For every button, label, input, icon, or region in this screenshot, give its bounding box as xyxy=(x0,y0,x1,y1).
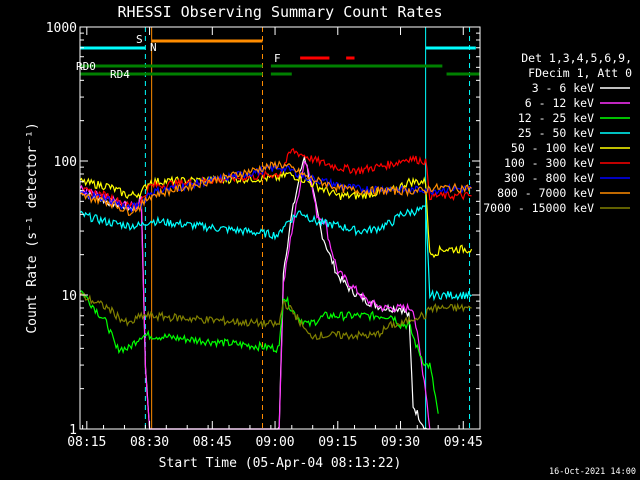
legend-label-3: 25 - 50 keV xyxy=(518,126,594,140)
series-line-8 xyxy=(79,292,472,341)
x-tick-label-6: 09:45 xyxy=(444,435,483,450)
axes-ticks: 08:15 08:30 08:45 09:00 09:15 09:30 09:45 1 10 10… xyxy=(46,21,483,450)
series-line-1 xyxy=(79,160,431,430)
series-line-0 xyxy=(80,155,430,430)
chart-title: RHESSI Observing Summary Count Rates xyxy=(117,3,442,21)
x-tick-label-4: 09:15 xyxy=(318,435,357,450)
plot-frame xyxy=(79,26,481,430)
legend-header-line-1: Det 1,3,4,5,6,9, xyxy=(521,51,632,65)
annotation-saa: S xyxy=(136,33,143,46)
annotation-rd4: RD4 xyxy=(110,68,130,81)
series-line-4 xyxy=(79,170,473,259)
legend: Det 1,3,4,5,6,9, FDecim 1, Att 0 3 - 6 k… xyxy=(483,51,632,215)
x-tick-label-2: 08:45 xyxy=(193,435,232,450)
flag-bars xyxy=(80,39,480,76)
legend-label-0: 3 - 6 keV xyxy=(532,81,594,95)
legend-label-2: 12 - 25 keV xyxy=(518,111,594,125)
annotation-rd0: RD0 xyxy=(76,60,96,73)
generated-timestamp: 16-Oct-2021 14:00 xyxy=(549,467,636,477)
series-line-7 xyxy=(79,160,472,216)
legend-label-1: 6 - 12 keV xyxy=(525,96,594,110)
legend-label-7: 800 - 7000 keV xyxy=(497,186,594,200)
legend-header-line-2: FDecim 1, Att 0 xyxy=(528,66,632,80)
x-axis-label: Start Time (05-Apr-04 08:13:22) xyxy=(159,456,402,471)
x-tick-label-0: 08:15 xyxy=(67,435,106,450)
annotation-flare: F xyxy=(274,52,281,65)
y-axis-label: Count Rate (s⁻¹ detector⁻¹) xyxy=(25,122,40,333)
legend-label-8: 7000 - 15000 keV xyxy=(483,201,594,215)
x-tick-label-3: 09:00 xyxy=(255,435,294,450)
legend-label-4: 50 - 100 keV xyxy=(511,141,594,155)
y-tick-label-3: 1000 xyxy=(46,21,77,36)
y-tick-label-1: 10 xyxy=(61,289,77,304)
legend-label-6: 300 - 800 keV xyxy=(504,171,594,185)
series-line-2 xyxy=(79,290,439,414)
y-tick-label-0: 1 xyxy=(69,423,77,438)
x-tick-label-5: 09:30 xyxy=(381,435,420,450)
x-tick-label-1: 08:30 xyxy=(130,435,169,450)
y-tick-label-2: 100 xyxy=(54,155,77,170)
legend-label-5: 100 - 300 keV xyxy=(504,156,594,170)
annotation-night: N xyxy=(150,41,157,54)
vertical-markers xyxy=(144,27,471,429)
series-line-3 xyxy=(79,204,472,302)
series-lines xyxy=(79,147,473,430)
